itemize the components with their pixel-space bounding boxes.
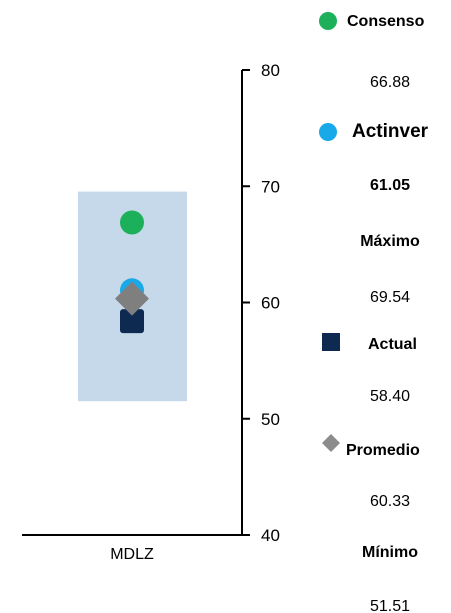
y-tick-label: 60 [261, 294, 280, 313]
legend-value-actinver: 61.05 [370, 177, 410, 194]
legend-value-actual: 58.40 [370, 388, 410, 405]
y-axis: 40 50 60 70 80 MDLZ [22, 61, 280, 563]
y-tick-label: 50 [261, 410, 280, 429]
point-actual [120, 309, 144, 334]
plot-area [78, 191, 187, 402]
legend-value-consenso: 66.88 [370, 74, 410, 91]
point-promedio [115, 281, 149, 316]
point-consenso [120, 210, 144, 235]
legend-marker-consenso [319, 12, 337, 30]
legend-label-maximo: Máximo [360, 233, 420, 250]
legend-marker-actinver [319, 123, 337, 141]
legend-marker-promedio [322, 434, 340, 452]
y-tick-label: 70 [261, 177, 280, 196]
legend: Consenso 66.88 Actinver 61.05 Máximo 69.54 Act… [319, 12, 429, 613]
legend-label-actinver: Actinver [352, 121, 429, 142]
legend-label-promedio: Promedio [346, 442, 420, 459]
legend-value-promedio: 60.33 [370, 493, 410, 510]
y-tick-label: 80 [261, 61, 280, 80]
legend-label-consenso: Consenso [347, 13, 425, 30]
legend-value-maximo: 69.54 [370, 289, 410, 306]
legend-marker-actual [322, 333, 340, 351]
y-tick-label: 40 [261, 526, 280, 545]
x-category-label: MDLZ [110, 546, 154, 563]
legend-label-actual: Actual [368, 336, 417, 353]
legend-value-minimo: 51.51 [370, 598, 410, 613]
legend-label-minimo: Mínimo [362, 544, 418, 561]
